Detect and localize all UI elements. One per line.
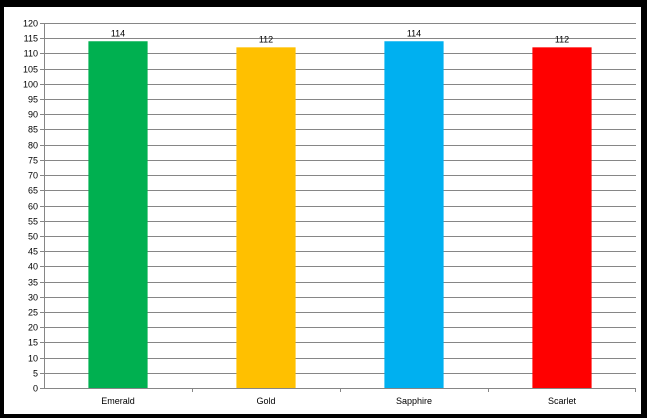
y-tick-label: 20 — [28, 323, 38, 333]
y-tick-label: 35 — [28, 278, 38, 288]
bar-gold — [236, 47, 296, 388]
chart-area: 0 5 10 15 20 25 30 35 40 45 50 55 60 65 70 75 80 85 90 95 10… — [4, 7, 641, 414]
x-tick-label: Scarlet — [548, 396, 577, 406]
y-tick-label: 5 — [33, 369, 38, 379]
y-tick-label: 40 — [28, 262, 38, 272]
y-tick-label: 75 — [28, 156, 38, 166]
y-tick-label: 120 — [23, 19, 38, 29]
data-label: 112 — [555, 34, 569, 44]
x-tick-label: Sapphire — [396, 396, 432, 406]
x-tick-label: Gold — [256, 396, 275, 406]
data-label: 114 — [407, 28, 421, 38]
y-tick-label: 30 — [28, 293, 38, 303]
y-tick-label: 80 — [28, 141, 38, 151]
y-tick-label: 45 — [28, 247, 38, 257]
y-tick-label: 85 — [28, 125, 38, 135]
bar-sapphire — [384, 41, 444, 388]
bar-scarlet — [532, 47, 592, 388]
y-tick-label: 10 — [28, 354, 38, 364]
y-tick-label: 0 — [33, 384, 38, 394]
data-label: 114 — [111, 28, 125, 38]
y-tick-label: 15 — [28, 338, 38, 348]
y-tick-label: 90 — [28, 110, 38, 120]
y-tick-label: 65 — [28, 186, 38, 196]
y-tick-label: 70 — [28, 171, 38, 181]
y-tick-label: 115 — [24, 34, 38, 44]
y-tick-label: 25 — [28, 308, 38, 318]
data-label: 112 — [259, 34, 273, 44]
y-tick-label: 110 — [24, 49, 38, 59]
y-tick-label: 100 — [23, 80, 38, 90]
y-tick-label: 95 — [28, 95, 38, 105]
y-tick-label: 105 — [23, 65, 38, 75]
x-tick-label: Emerald — [101, 396, 135, 406]
y-tick-label: 55 — [28, 217, 38, 227]
y-tick-label: 60 — [28, 202, 38, 212]
bar-emerald — [88, 41, 148, 388]
y-tick-label: 50 — [28, 232, 38, 242]
